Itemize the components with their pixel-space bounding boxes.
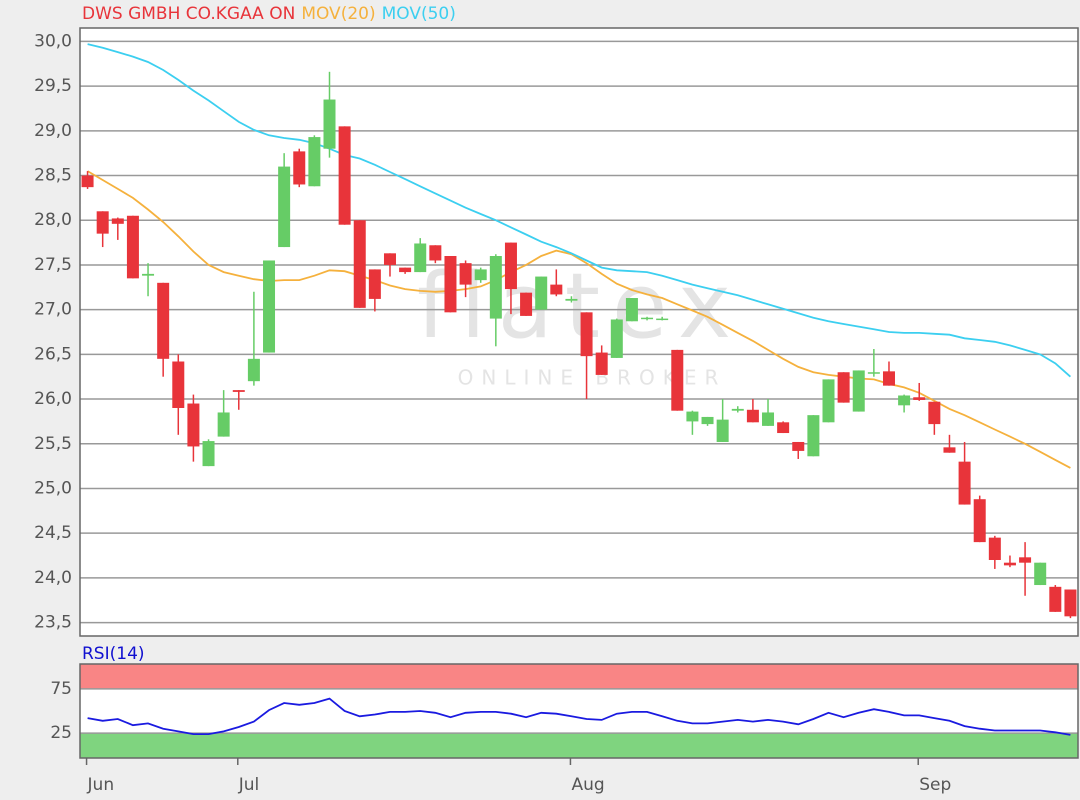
candle-body [580, 312, 593, 357]
candle-body [126, 215, 139, 279]
x-tick-label: Aug [571, 775, 604, 795]
candle-body [731, 408, 744, 411]
ma-line [87, 170, 1071, 469]
rsi-line [87, 697, 1071, 736]
candle-body [641, 317, 654, 320]
candle-body [278, 166, 291, 248]
candle-body [368, 269, 381, 299]
y-tick-label: 29,0 [34, 121, 72, 141]
panel-title: RSI(14) [82, 644, 145, 664]
candle-body [535, 276, 548, 310]
candle-body [943, 447, 956, 453]
x-tick-label: Jun [87, 775, 115, 795]
candle-body [762, 412, 775, 426]
candle-body [338, 126, 351, 225]
candle-body [429, 245, 442, 261]
y-tick-label: 75 [50, 679, 72, 699]
candle-body [520, 292, 533, 316]
candle-body [504, 242, 517, 290]
candle-body [958, 461, 971, 505]
candle-body [353, 220, 366, 308]
candle-body [444, 256, 457, 313]
y-tick-label: 28,5 [34, 166, 72, 186]
candle-body [686, 411, 699, 422]
x-tick-label: Sep [919, 775, 951, 795]
candle-body [807, 415, 820, 457]
y-tick-label: 26,5 [34, 344, 72, 364]
candle-body [792, 441, 805, 451]
candle-body [1049, 586, 1062, 612]
candle-body [1003, 562, 1016, 566]
chart-title: DWS GMBH CO.KGAA ON [82, 4, 295, 24]
candle-body [202, 441, 215, 467]
y-tick-label: 23,5 [34, 613, 72, 633]
candle-body [474, 269, 487, 281]
frame [79, 27, 1079, 637]
candle-body [746, 409, 759, 423]
candle-body [172, 361, 185, 408]
candle-body [973, 499, 986, 543]
candle-body [383, 253, 396, 265]
candle-body [323, 99, 336, 149]
candle-body [111, 218, 124, 224]
y-tick-label: 28,0 [34, 210, 72, 230]
candle-body [293, 151, 306, 185]
candle-body [671, 349, 684, 411]
y-tick-label: 24,0 [34, 568, 72, 588]
candle-body [716, 419, 729, 442]
frame [79, 663, 1079, 759]
legend-entry: MOV(50) [382, 4, 456, 24]
x-tick-label: Jul [238, 775, 260, 795]
candle-body [399, 267, 412, 273]
candle-body [656, 318, 669, 321]
candle-body [701, 416, 714, 425]
candle-body [898, 395, 911, 406]
candle-body [625, 298, 638, 322]
y-tick-label: 25,0 [34, 478, 72, 498]
candle-body [595, 352, 608, 375]
y-tick-label: 26,0 [34, 389, 72, 409]
candle-body [777, 422, 790, 434]
candle-body [565, 298, 578, 301]
candle-body [822, 379, 835, 423]
candle-body [247, 358, 260, 382]
overbought-zone [80, 664, 1078, 689]
candle-body [157, 282, 170, 359]
candle-body [187, 403, 200, 447]
y-tick-label: 27,5 [34, 255, 72, 275]
y-tick-label: 29,5 [34, 76, 72, 96]
candle-body [837, 372, 850, 403]
candle-body [867, 372, 880, 374]
y-tick-label: 27,0 [34, 300, 72, 320]
candle-body [550, 284, 563, 295]
candle-body [263, 260, 276, 353]
candle-body [217, 412, 230, 437]
y-tick-label: 24,5 [34, 523, 72, 543]
y-tick-label: 25,5 [34, 434, 72, 454]
candle-body [852, 370, 865, 412]
candle-body [1034, 562, 1047, 586]
candle-body [610, 319, 623, 358]
y-tick-label: 25 [50, 723, 72, 743]
candle-body [913, 397, 926, 400]
candle-body [142, 273, 155, 276]
ma-line [87, 43, 1071, 378]
legend-entry: MOV(20) [301, 4, 375, 24]
watermark-subtitle: ONLINE BROKER [458, 366, 727, 390]
candle-body [459, 263, 472, 285]
candle-body [308, 137, 321, 187]
candle-body [988, 537, 1001, 560]
candle-body [96, 211, 109, 234]
candle-body [1019, 557, 1032, 563]
y-tick-label: 30,0 [34, 31, 72, 51]
candle-body [489, 256, 502, 319]
candle-body [882, 371, 895, 386]
oversold-zone [80, 733, 1078, 758]
candle-body [81, 175, 94, 188]
candle-body [232, 390, 245, 392]
candle-body [1064, 589, 1077, 617]
candle-body [928, 401, 941, 425]
candle-body [414, 243, 427, 273]
